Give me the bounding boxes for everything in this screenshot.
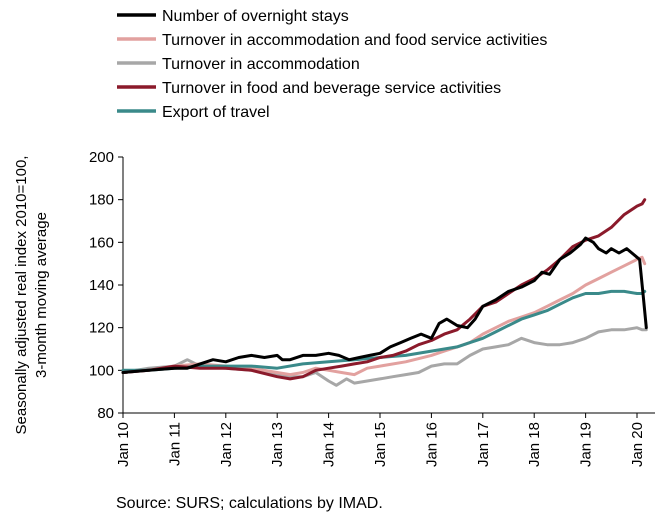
- x-tick-label: Jan 20: [629, 422, 646, 467]
- x-tick-label: Jan 13: [269, 422, 286, 467]
- x-tick-label: Jan 18: [526, 422, 543, 467]
- x-tick-label: Jan 11: [166, 422, 183, 466]
- x-tick-label: Jan 19: [578, 422, 595, 467]
- y-tick-label: 100: [89, 362, 114, 379]
- y-axis-title-line: Seasonally adjusted real index 2010=100,: [13, 156, 30, 435]
- legend-label: Number of overnight stays: [162, 8, 349, 25]
- y-tick-label: 140: [89, 277, 114, 294]
- y-axis-title: Seasonally adjusted real index 2010=100,…: [13, 156, 50, 435]
- x-tick-label: Jan 17: [475, 422, 492, 467]
- series-line-2: [121, 255, 647, 377]
- legend-label: Turnover in accommodation: [162, 56, 360, 73]
- x-tick-label: Jan 10: [115, 422, 132, 467]
- y-tick-label: 80: [97, 405, 114, 422]
- legend-label: Turnover in accommodation and food servi…: [162, 32, 547, 49]
- series-line-5: [121, 289, 647, 372]
- legend: Number of overnight stays Turnover in acc…: [117, 8, 547, 121]
- y-tick-label: 120: [89, 320, 114, 337]
- x-tick-label: Jan 14: [321, 422, 338, 467]
- y-tick-label: 160: [89, 234, 114, 251]
- y-tick-label: 180: [89, 192, 114, 209]
- x-tick-label: Jan 12: [218, 422, 235, 467]
- y-tick-label: 200: [89, 149, 114, 166]
- x-tick-label: Jan 15: [372, 422, 389, 467]
- legend-label: Turnover in food and beverage service ac…: [162, 80, 501, 97]
- source-note: Source: SURS; calculations by IMAD.: [116, 495, 383, 512]
- plot-area: 80 100 120 140 160 180 200 Jan 10 Jan 11 Jan 12 Ja…: [89, 149, 655, 467]
- y-axis-title-line: 3-month moving average: [33, 212, 50, 378]
- x-tick-label: Jan 16: [423, 422, 440, 467]
- series-line-1: [121, 236, 648, 374]
- legend-label: Export of travel: [162, 104, 270, 121]
